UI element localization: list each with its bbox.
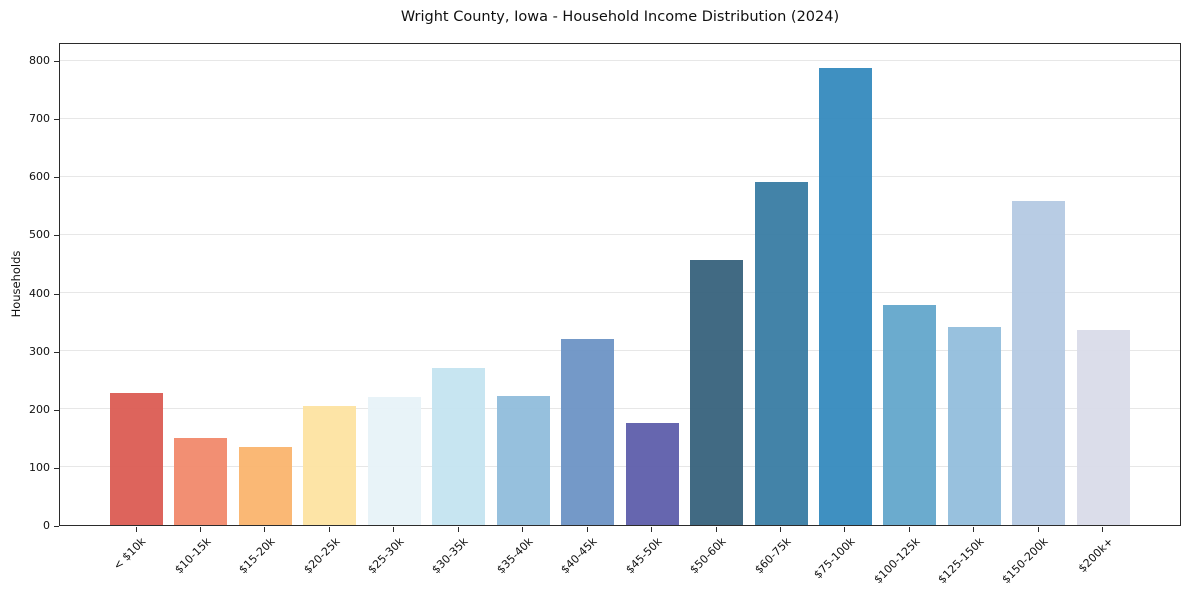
bar-100-125k: [883, 305, 937, 525]
x-tick-label: $35-40k: [494, 535, 536, 577]
x-tick-mark: [908, 527, 910, 532]
x-tick-label: $45-50k: [623, 535, 665, 577]
x-tick-mark: [844, 527, 846, 532]
x-tick-mark: [328, 527, 330, 532]
y-tick-label: 600: [29, 170, 50, 184]
bar-15-20k: [238, 447, 292, 525]
y-tick-label: 500: [29, 228, 50, 242]
bar-25-30k: [367, 397, 421, 525]
x-tick-mark: [457, 527, 459, 532]
x-tick-label: $25-30k: [365, 535, 407, 577]
x-tick-mark: [586, 527, 588, 532]
x-tick-mark: [780, 527, 781, 532]
bar-35-40k: [496, 395, 550, 525]
gridline: [60, 350, 1180, 352]
x-tick-label: $40-45k: [558, 535, 600, 577]
x-tick-label: $200k+: [1075, 535, 1116, 576]
bar-10k: [110, 393, 163, 525]
chart-title: Wright County, Iowa - Household Income D…: [400, 9, 840, 25]
y-tick-label: 800: [29, 54, 50, 68]
x-tick-label: $10-15k: [171, 535, 214, 577]
bar-50-60k: [690, 259, 744, 525]
x-tick-mark: [715, 527, 717, 532]
x-tick-label: $150-200k: [999, 535, 1052, 587]
x-tick-mark: [651, 527, 653, 532]
x-tick-mark: [973, 527, 975, 532]
y-tick-label: 200: [29, 402, 50, 416]
gridline: [60, 466, 1180, 468]
x-tick-mark: [393, 527, 395, 532]
bar-40-45k: [561, 339, 615, 525]
x-tick-label: $60-75k: [751, 535, 794, 577]
bar-45-50k: [625, 422, 679, 525]
bar-30-35k: [432, 368, 486, 525]
y-axis-label: Households: [9, 250, 23, 318]
x-tick-label: $30-35k: [429, 535, 471, 577]
x-tick-mark: [1102, 527, 1104, 532]
bar-150-200k: [1012, 201, 1066, 525]
y-tick-label: 700: [29, 112, 50, 126]
gridline: [60, 175, 1180, 177]
gridline: [60, 233, 1180, 235]
x-tick-label: < $10k: [111, 535, 149, 573]
y-tick-label: 0: [43, 519, 50, 532]
bar-20-25k: [303, 406, 357, 525]
gridline: [60, 292, 1180, 294]
y-tick-label: 300: [29, 344, 50, 358]
bar-10-15k: [174, 437, 228, 525]
x-tick-mark: [522, 527, 524, 532]
x-tick-label: $75-100k: [811, 535, 858, 582]
bar-125-150k: [947, 327, 1001, 525]
x-tick-label: $125-150k: [935, 535, 987, 587]
gridline: [60, 117, 1180, 119]
x-tick-mark: [199, 527, 201, 532]
x-tick-mark: [1037, 527, 1039, 532]
x-tick-label: $100-125k: [870, 535, 923, 587]
plot-area: [59, 43, 1181, 526]
x-tick-mark: [135, 527, 137, 532]
bar-200k: [1076, 330, 1130, 525]
x-tick-label: $15-20k: [236, 535, 278, 577]
gridline: [60, 408, 1180, 410]
y-tick-label: 100: [29, 460, 50, 474]
gridline: [60, 59, 1180, 61]
y-tick-mark: [54, 526, 59, 527]
bar-75-100k: [818, 68, 872, 525]
x-tick-label: $50-60k: [687, 535, 729, 577]
x-tick-mark: [264, 527, 266, 532]
bar-60-75k: [754, 181, 808, 525]
x-tick-label: $20-25k: [300, 535, 343, 577]
